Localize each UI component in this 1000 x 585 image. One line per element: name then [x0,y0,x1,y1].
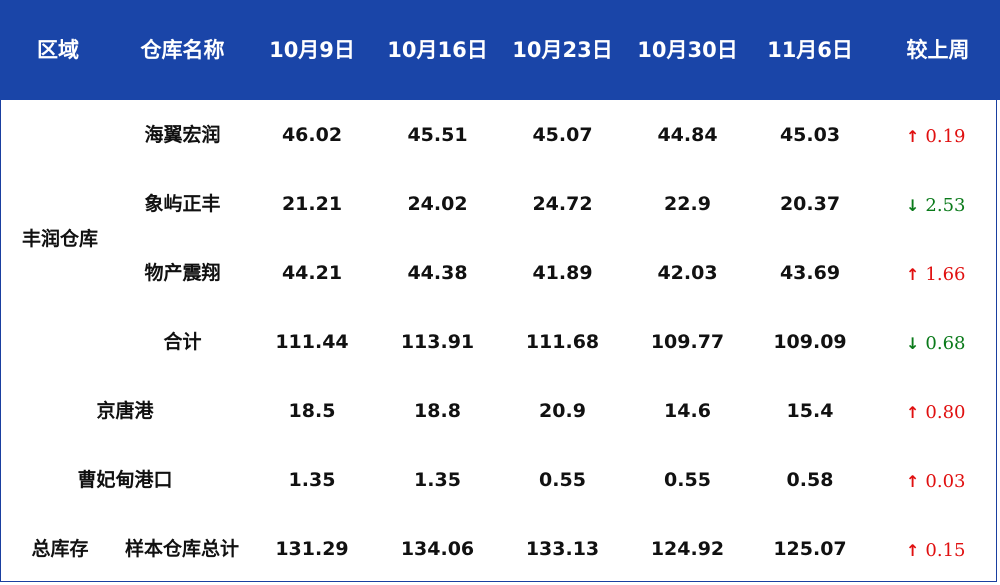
warehouse-name: 曹妃甸港口 [77,469,173,491]
value-cell: 124.92 [650,538,725,560]
value-cell: 0.58 [786,469,834,491]
value-cell: 44.21 [281,262,343,284]
header-region: 区域 [37,38,79,62]
value-cell: 20.37 [779,193,841,215]
value-cell: 15.4 [786,400,834,422]
warehouse-name: 象屿正丰 [144,193,221,215]
change-cell: ↑ 0.80 [906,398,986,428]
header-date-2: 10月16日 [387,38,488,62]
value-cell: 45.03 [779,124,841,146]
value-cell: 44.38 [407,262,468,284]
up-arrow-icon: ↑ [906,403,920,422]
value-cell: 111.68 [525,331,600,353]
value-cell: 1.35 [414,469,461,491]
change-value: 0.80 [925,402,966,423]
value-cell: 44.84 [657,124,718,146]
up-arrow-icon: ↑ [906,265,920,284]
value-cell: 1.35 [288,469,336,491]
value-cell: 18.5 [288,400,336,422]
table-header: 区域 仓库名称 10月9日 10月16日 10月23日 10月30日 11月6日… [0,0,1000,100]
value-cell: 18.8 [414,400,461,422]
header-warehouse: 仓库名称 [140,38,225,62]
value-cell: 14.6 [664,400,711,422]
value-cell: 41.89 [532,262,593,284]
change-value: 1.66 [925,264,966,285]
header-change: 较上周 [906,38,970,62]
value-cell: 45.51 [407,124,468,146]
value-cell: 131.29 [275,538,349,560]
value-cell: 21.21 [281,193,343,215]
value-cell: 134.06 [400,538,475,560]
value-cell: 133.13 [525,538,600,560]
warehouse-name: 合计 [163,331,202,353]
value-cell: 109.09 [773,331,847,353]
header-date-4: 10月30日 [637,38,738,62]
value-cell: 111.44 [275,331,349,353]
value-cell: 0.55 [664,469,711,491]
header-date-3: 10月23日 [512,38,613,62]
value-cell: 20.9 [539,400,586,422]
header-date-1: 10月9日 [269,38,355,62]
up-arrow-icon: ↑ [906,472,920,491]
value-cell: 125.07 [773,538,847,560]
change-value: 0.19 [925,126,966,147]
value-cell: 46.02 [281,124,343,146]
value-cell: 0.55 [539,469,586,491]
warehouse-name: 海翼宏润 [144,124,221,146]
up-arrow-icon: ↑ [906,541,920,560]
value-cell: 22.9 [664,193,711,215]
value-cell: 42.03 [657,262,718,284]
down-arrow-icon: ↓ [906,334,920,353]
warehouse-name: 京唐港 [96,400,154,422]
region-total: 总库存 [31,538,89,560]
change-value: 0.15 [925,540,966,561]
value-cell: 109.77 [650,331,725,353]
region-fengrun: 丰润仓库 [21,228,98,250]
change-cell: ↓ 0.68 [906,329,986,359]
change-value: 0.03 [925,471,966,492]
up-arrow-icon: ↑ [906,127,920,146]
down-arrow-icon: ↓ [906,196,920,215]
change-cell: ↑ 1.66 [906,260,986,290]
value-cell: 45.07 [532,124,593,146]
change-cell: ↓ 2.53 [906,191,986,221]
value-cell: 24.72 [532,193,593,215]
change-cell: ↑ 0.15 [906,536,986,566]
value-cell: 24.02 [407,193,468,215]
change-cell: ↑ 0.19 [906,122,986,152]
warehouse-name: 样本仓库总计 [124,538,239,560]
change-value: 0.68 [925,333,966,354]
header-date-5: 11月6日 [767,38,853,62]
warehouse-name: 物产震翔 [144,262,221,284]
value-cell: 43.69 [779,262,841,284]
change-cell: ↑ 0.03 [906,467,986,497]
change-value: 2.53 [925,195,966,216]
value-cell: 113.91 [400,331,475,353]
